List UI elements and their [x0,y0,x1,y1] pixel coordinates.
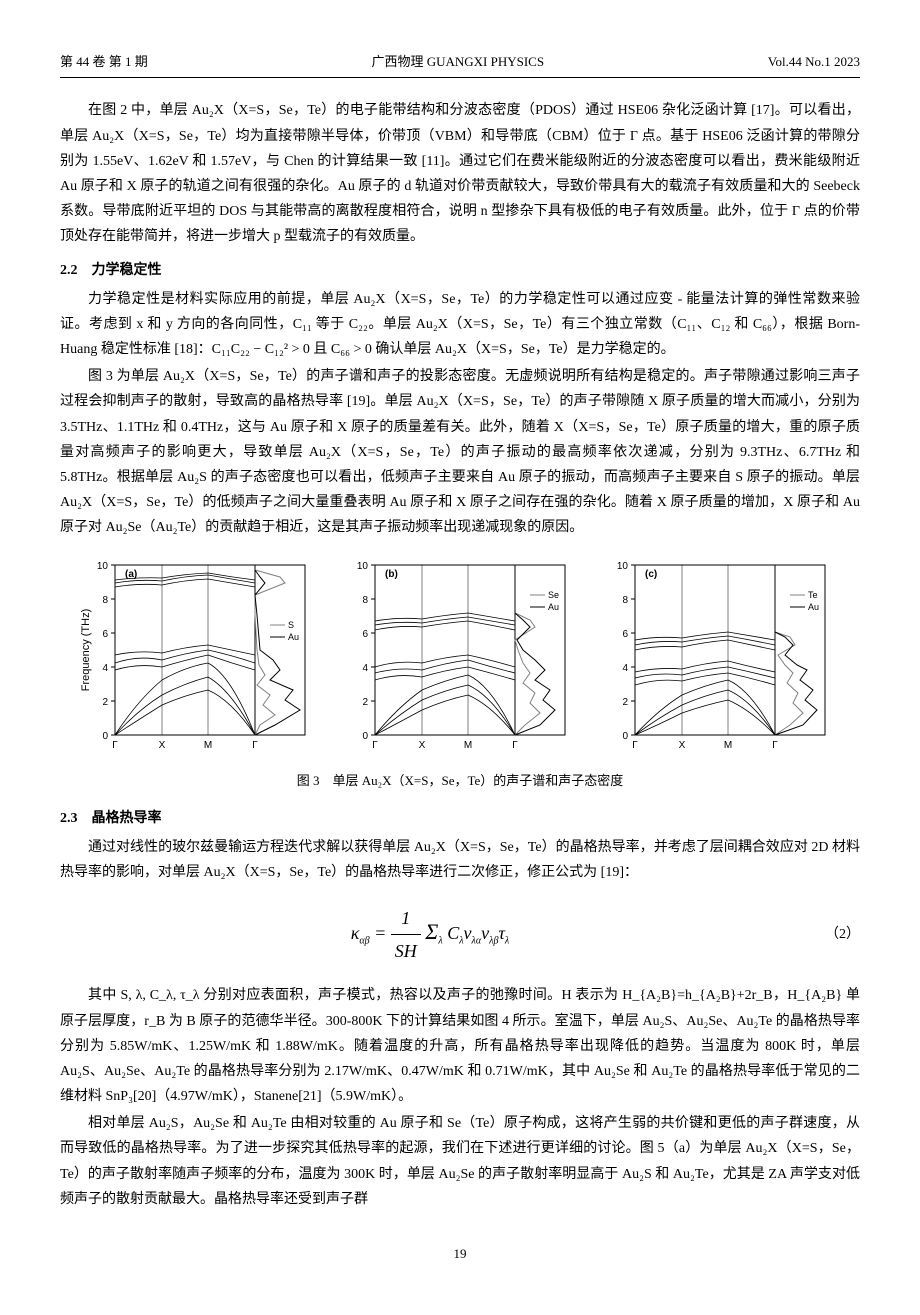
svg-text:10: 10 [617,561,629,572]
paragraph-1: 在图 2 中，单层 Au₂X（X=S，Se，Te）的电子能带结构和分波态密度（P… [60,98,860,249]
paragraph-3: 图 3 为单层 Au₂X（X=S，Se，Te）的声子谱和声子的投影态密度。无虚频… [60,364,860,540]
header-issue: Vol.44 No.1 2023 [768,50,860,73]
section-num: 2.2 [60,263,78,278]
figure-3-panel-b: 0 2 4 6 8 10 Γ X M Γ (b) [335,555,585,765]
svg-text:4: 4 [362,663,368,674]
svg-text:S: S [288,620,294,630]
svg-text:Γ: Γ [632,740,638,751]
section-num: 2.3 [60,811,78,826]
svg-text:0: 0 [622,731,628,742]
svg-text:6: 6 [102,629,108,640]
svg-text:Γ: Γ [112,740,118,751]
svg-text:X: X [159,740,166,751]
svg-text:X: X [679,740,686,751]
equation-2-body: καβ = 1SH Σλ Cλvλαvλβτλ [60,902,800,968]
svg-text:Se: Se [548,590,559,600]
svg-text:4: 4 [622,663,628,674]
svg-text:Te: Te [808,590,818,600]
svg-text:(b): (b) [385,569,398,580]
figure-3-panels: 024 6810 Frequency (THz) ΓXMΓ (a) [60,555,860,765]
svg-text:10: 10 [97,561,109,572]
svg-text:M: M [204,740,212,751]
svg-text:Γ: Γ [772,740,778,751]
paragraph-2: 力学稳定性是材料实际应用的前提，单层 Au₂X（X=S，Se，Te）的力学稳定性… [60,287,860,363]
page-number: 19 [60,1242,860,1265]
svg-text:8: 8 [362,595,368,606]
svg-text:Frequency (THz): Frequency (THz) [80,608,92,691]
paragraph-4: 通过对线性的玻尔兹曼输运方程迭代求解以获得单层 Au₂X（X=S，Se，Te）的… [60,835,860,885]
figure-3-panel-a: 024 6810 Frequency (THz) ΓXMΓ (a) [75,555,325,765]
equation-2-number: （2） [800,922,860,947]
svg-text:2: 2 [362,697,368,708]
svg-text:6: 6 [362,629,368,640]
paragraph-6: 相对单层 Au₂S，Au₂Se 和 Au₂Te 由相对较重的 Au 原子和 Se… [60,1111,860,1212]
svg-text:(c): (c) [645,569,657,580]
section-2-2-heading: 2.2 力学稳定性 [60,258,860,283]
page-header: 第 44 卷 第 1 期 广西物理 GUANGXI PHYSICS Vol.44… [60,50,860,78]
svg-text:Γ: Γ [252,740,258,751]
svg-text:X: X [419,740,426,751]
svg-text:M: M [464,740,472,751]
section-2-3-heading: 2.3 晶格热导率 [60,806,860,831]
svg-text:Au: Au [808,602,819,612]
svg-text:Au: Au [288,632,299,642]
figure-3: 024 6810 Frequency (THz) ΓXMΓ (a) [60,555,860,792]
svg-text:0: 0 [102,731,108,742]
svg-text:8: 8 [622,595,628,606]
paragraph-5: 其中 S, λ, C_λ, τ_λ 分别对应表面积，声子模式，热容以及声子的弛豫… [60,983,860,1109]
figure-3-caption: 图 3 单层 Au₂X（X=S，Se，Te）的声子谱和声子态密度 [60,769,860,792]
figure-3-panel-c: 0 2 4 6 8 10 Γ X M Γ (c) [595,555,845,765]
svg-text:M: M [724,740,732,751]
equation-2: καβ = 1SH Σλ Cλvλαvλβτλ （2） [60,902,860,968]
header-volume: 第 44 卷 第 1 期 [60,50,148,73]
svg-text:6: 6 [622,629,628,640]
svg-text:4: 4 [102,663,108,674]
section-title: 晶格热导率 [92,811,162,826]
svg-text:2: 2 [102,697,108,708]
svg-text:2: 2 [622,697,628,708]
svg-text:0: 0 [362,731,368,742]
svg-text:10: 10 [357,561,369,572]
svg-text:Γ: Γ [372,740,378,751]
svg-text:Au: Au [548,602,559,612]
header-journal: 广西物理 GUANGXI PHYSICS [371,50,544,73]
section-title: 力学稳定性 [92,263,162,278]
svg-text:Γ: Γ [512,740,518,751]
svg-text:8: 8 [102,595,108,606]
